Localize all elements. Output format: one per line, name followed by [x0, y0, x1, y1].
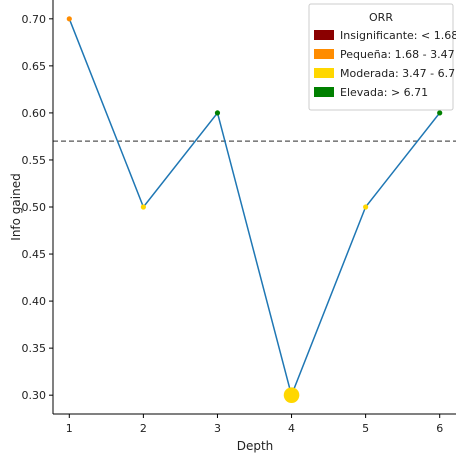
data-point: [214, 110, 221, 116]
y-axis-label: Info gained: [9, 173, 23, 240]
legend-swatch: [314, 49, 334, 59]
y-tick-label: 0.70: [22, 13, 47, 26]
x-tick-label: 1: [66, 422, 73, 435]
y-axis-ticks: 0.30 0.35 0.40 0.45 0.50 0.55 0.60 0.65 0.70: [22, 13, 53, 402]
x-tick-label: 3: [214, 422, 221, 435]
legend-title: ORR: [369, 11, 393, 24]
legend-swatch: [314, 30, 334, 40]
x-tick-label: 2: [140, 422, 147, 435]
y-tick-label: 0.65: [22, 60, 47, 73]
legend-label: Moderada: 3.47 - 6.71: [340, 67, 456, 80]
legend-label: Elevada: > 6.71: [340, 86, 428, 99]
data-point: [363, 204, 369, 210]
legend: ORR Insignificante: < 1.68 Pequeña: 1.68 …: [308, 3, 456, 111]
y-tick-label: 0.40: [22, 295, 47, 308]
legend-swatch: [314, 68, 334, 78]
y-tick-label: 0.45: [22, 248, 47, 261]
y-tick-label: 0.50: [22, 201, 47, 214]
legend-box: [308, 3, 454, 111]
series-line: [68, 18, 441, 398]
legend-swatch: [314, 87, 334, 97]
legend-entries: Insignificante: < 1.68 Pequeña: 1.68 - 3.…: [314, 29, 456, 99]
data-point: [140, 204, 146, 210]
data-points: [66, 16, 443, 403]
y-tick-label: 0.35: [22, 342, 47, 355]
y-tick-label: 0.55: [22, 154, 47, 167]
x-tick-label: 5: [362, 422, 369, 435]
x-tick-label: 6: [436, 422, 443, 435]
y-tick-label: 0.60: [22, 107, 47, 120]
x-axis-label: Depth: [237, 439, 274, 453]
x-tick-label: 4: [288, 422, 295, 435]
x-axis-ticks: 1 2 3 4 5 6: [66, 414, 443, 435]
y-tick-label: 0.30: [22, 389, 47, 402]
legend-label: Insignificante: < 1.68: [340, 29, 456, 42]
legend-label: Pequeña: 1.68 - 3.47: [340, 48, 455, 61]
data-point: [66, 16, 72, 22]
data-point: [437, 110, 443, 116]
data-point: [283, 387, 300, 403]
